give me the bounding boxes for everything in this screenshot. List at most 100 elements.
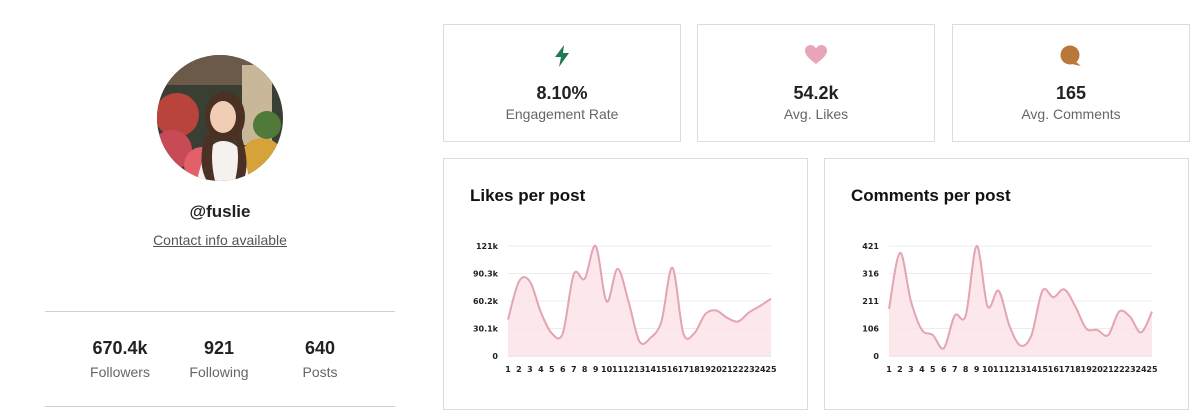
data-point[interactable]	[527, 278, 533, 284]
data-point[interactable]	[505, 317, 511, 323]
x-tick-label: 14	[645, 365, 657, 374]
y-tick-label: 30.1k	[473, 325, 499, 334]
data-point[interactable]	[996, 288, 1002, 294]
data-point[interactable]	[593, 243, 599, 249]
data-point[interactable]	[669, 265, 675, 271]
data-point[interactable]	[615, 266, 621, 272]
data-point[interactable]	[1138, 329, 1144, 335]
data-point[interactable]	[713, 308, 719, 314]
stat-following: 921 Following	[169, 338, 269, 380]
x-tick-label: 8	[582, 365, 588, 374]
data-point[interactable]	[702, 311, 708, 317]
data-point[interactable]	[941, 345, 947, 351]
data-point[interactable]	[1127, 314, 1133, 320]
data-point[interactable]	[647, 335, 653, 341]
data-point[interactable]	[691, 330, 697, 336]
data-point[interactable]	[571, 271, 577, 277]
x-tick-label: 5	[549, 365, 555, 374]
data-point[interactable]	[1050, 294, 1056, 300]
data-point[interactable]	[985, 303, 991, 309]
x-tick-label: 12	[623, 365, 634, 374]
x-tick-label: 20	[711, 365, 723, 374]
data-point[interactable]	[604, 298, 610, 304]
avatar[interactable]	[157, 55, 283, 181]
data-point[interactable]	[897, 250, 903, 256]
x-tick-label: 21	[1103, 365, 1115, 374]
data-point[interactable]	[1018, 343, 1024, 349]
profile-handle: @fuslie	[189, 202, 251, 221]
x-tick-label: 22	[1114, 365, 1125, 374]
comments-chart-panel: Comments per post 0 106 211 316 421 1 2 3 4 5 6 7 8 9…	[824, 158, 1189, 410]
y-tick-label: 60.2k	[473, 297, 499, 306]
data-point[interactable]	[746, 309, 752, 315]
x-tick-label: 5	[930, 365, 936, 374]
comment-bubble-icon	[953, 45, 1189, 67]
data-point[interactable]	[516, 278, 522, 284]
data-point[interactable]	[963, 313, 969, 319]
data-point[interactable]	[1116, 309, 1122, 315]
data-point[interactable]	[1083, 326, 1089, 332]
stat-value: 670.4k	[92, 338, 148, 358]
x-tick-label: 23	[744, 365, 755, 374]
data-point[interactable]	[626, 298, 632, 304]
x-tick-label: 12	[1004, 365, 1015, 374]
x-tick-label: 18	[1070, 365, 1082, 374]
x-tick-label: 11	[993, 365, 1005, 374]
x-tick-label: 17	[1059, 365, 1070, 374]
stat-label: Following	[189, 364, 249, 380]
data-point[interactable]	[919, 327, 925, 333]
x-tick-label: 13	[1015, 365, 1026, 374]
data-point[interactable]	[1028, 332, 1034, 338]
data-point[interactable]	[1105, 332, 1111, 338]
x-tick-label: 18	[689, 365, 701, 374]
stat-value: 921	[203, 338, 235, 358]
y-tick-label: 0	[873, 352, 879, 361]
y-tick-label: 0	[492, 352, 498, 361]
x-tick-label: 6	[941, 365, 947, 374]
data-point[interactable]	[974, 243, 980, 249]
data-point[interactable]	[930, 332, 936, 338]
data-point[interactable]	[1039, 288, 1045, 294]
series-line	[507, 244, 772, 345]
data-point[interactable]	[908, 298, 914, 304]
x-tick-label: 3	[527, 365, 533, 374]
y-tick-label: 316	[862, 270, 879, 279]
data-point[interactable]	[1072, 303, 1078, 309]
metric-value: 54.2k	[793, 83, 839, 103]
data-point[interactable]	[952, 313, 958, 319]
x-tick-label: 1	[886, 365, 892, 374]
data-point[interactable]	[1149, 309, 1155, 315]
data-point[interactable]	[680, 330, 686, 336]
x-tick-label: 16	[667, 365, 679, 374]
x-tick-label: 9	[593, 365, 599, 374]
data-point[interactable]	[886, 306, 892, 312]
x-tick-label: 8	[963, 365, 969, 374]
data-point[interactable]	[560, 330, 566, 336]
data-point[interactable]	[768, 296, 774, 302]
x-tick-label: 7	[952, 365, 958, 374]
data-point[interactable]	[1094, 327, 1100, 333]
data-point[interactable]	[1007, 323, 1013, 329]
profile-panel: @fuslie Contact info available 670.4k Fo…	[45, 0, 395, 416]
avatar-image	[157, 55, 283, 181]
stat-label: Posts	[302, 364, 338, 380]
data-point[interactable]	[1061, 286, 1067, 292]
data-point[interactable]	[582, 276, 588, 282]
data-point[interactable]	[637, 338, 643, 344]
metric-label: Avg. Comments	[1021, 106, 1121, 122]
x-tick-label: 7	[571, 365, 577, 374]
data-point[interactable]	[724, 315, 730, 321]
contact-info-link[interactable]: Contact info available	[153, 232, 287, 248]
series-line	[888, 244, 1153, 350]
data-point[interactable]	[549, 330, 555, 336]
data-point[interactable]	[757, 303, 763, 309]
x-tick-label: 25	[765, 365, 777, 374]
data-point[interactable]	[658, 318, 664, 324]
data-point[interactable]	[735, 318, 741, 324]
x-tick-label: 2	[516, 365, 522, 374]
divider	[45, 406, 395, 407]
data-point[interactable]	[538, 309, 544, 315]
y-tick-label: 211	[862, 297, 879, 306]
